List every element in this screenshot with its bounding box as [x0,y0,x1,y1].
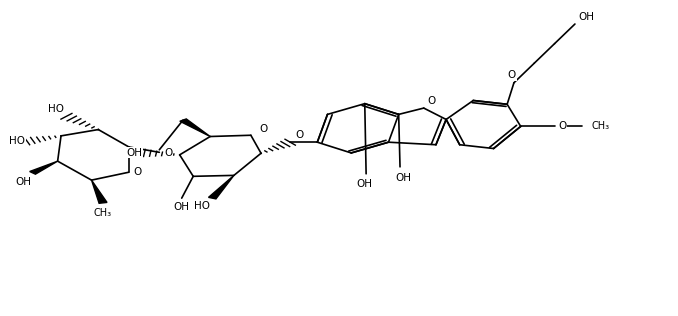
Text: OH: OH [395,173,412,183]
Text: O: O [558,121,566,131]
Text: OH: OH [126,148,142,158]
Polygon shape [209,175,234,199]
Text: O: O [428,96,436,106]
Text: OH: OH [578,12,595,22]
Text: CH₃: CH₃ [94,208,112,218]
Text: O: O [164,148,172,158]
Text: OH: OH [174,202,190,212]
Text: OH: OH [15,177,31,187]
Polygon shape [180,119,210,137]
Text: O: O [508,70,516,80]
Polygon shape [92,180,107,203]
Polygon shape [30,161,58,174]
Text: HO: HO [48,104,64,114]
Text: HO: HO [193,201,210,211]
Text: O: O [295,130,303,140]
Text: OH: OH [356,179,372,190]
Text: CH₃: CH₃ [592,121,610,131]
Text: O: O [134,167,142,177]
Text: O: O [259,124,267,134]
Text: HO: HO [9,136,25,146]
